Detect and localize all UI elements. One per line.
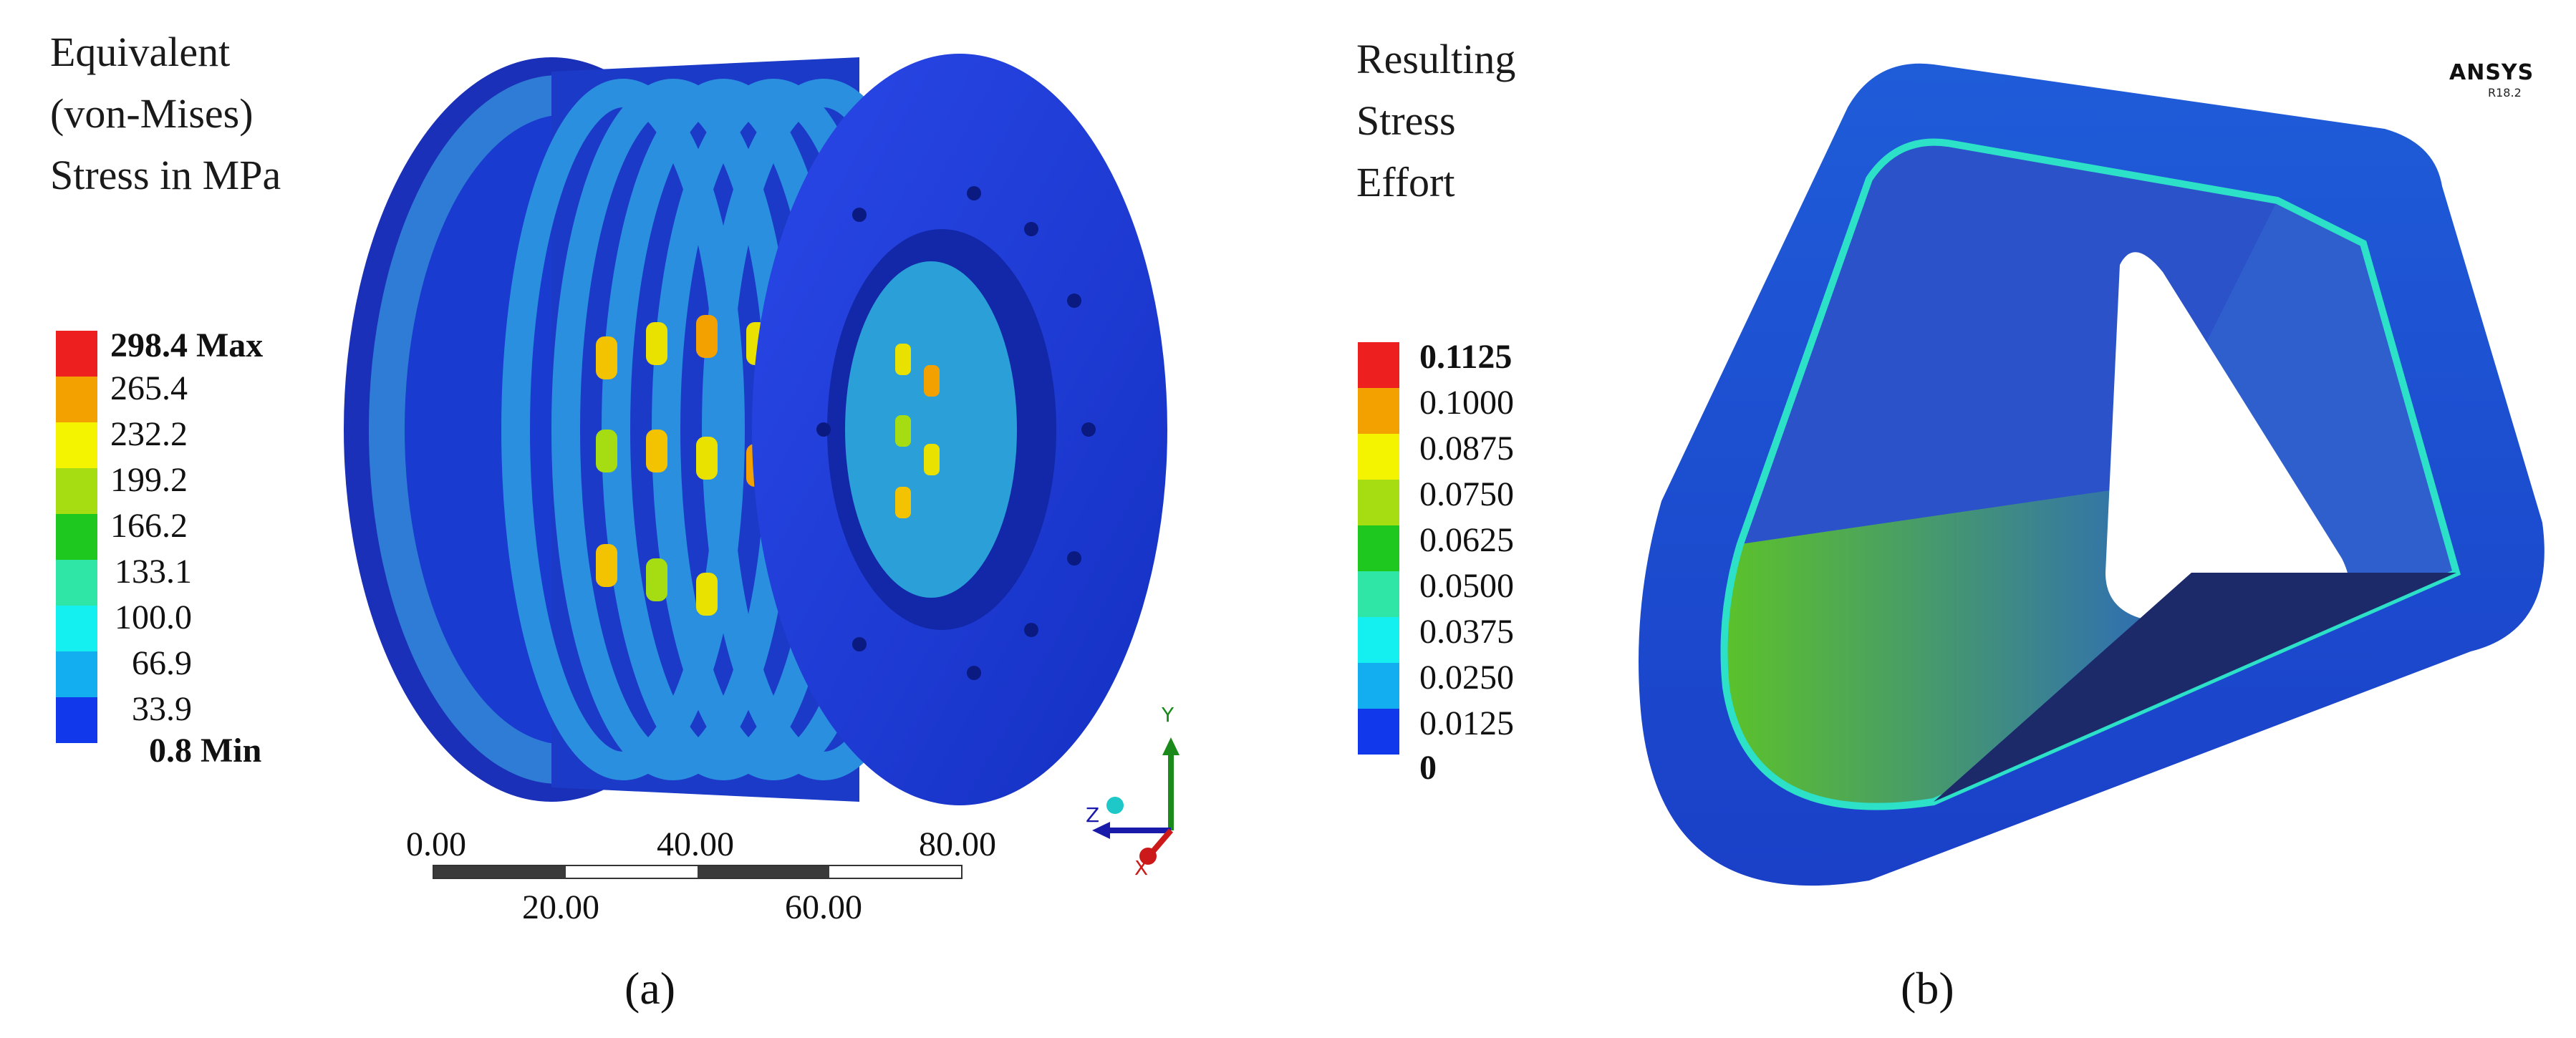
panel-b-legend-label: 0.0375 — [1419, 614, 1514, 650]
hotspot — [646, 322, 667, 365]
scale-label-bottom: 60.00 — [785, 888, 862, 927]
scale-bar-segment — [698, 866, 829, 878]
panel-b-legend-label-max: 0.1125 — [1419, 339, 1512, 375]
legend-swatch — [1358, 709, 1399, 755]
panel-a-title-line-3: Stress in MPa — [50, 145, 281, 206]
panel-b-legend-label-min: 0 — [1419, 750, 1437, 786]
legend-swatch — [56, 468, 97, 514]
panel-a-legend-label: 232.2 — [110, 417, 188, 452]
panel-b-fea-model — [1633, 57, 2564, 902]
panel-a-legend-title: Equivalent (von-Mises) Stress in MPa — [50, 21, 281, 206]
hotspot — [596, 336, 617, 379]
panel-a-legend-label: 133.1 — [115, 554, 192, 590]
panel-b-legend-label: 0.0500 — [1419, 568, 1514, 604]
panel-a-legend-label: 66.9 — [132, 646, 192, 682]
axis-label-z: Z — [1086, 803, 1099, 827]
legend-swatch — [1358, 663, 1399, 709]
bolt-hole — [1067, 551, 1081, 566]
legend-swatch — [56, 697, 97, 743]
hotspot — [596, 544, 617, 587]
scale-label-top: 0.00 — [406, 825, 466, 864]
panel-a-legend-label: 100.0 — [115, 600, 192, 636]
hotspot — [924, 444, 940, 475]
bolt-hole — [852, 637, 867, 651]
panel-b-legend-label: 0.0250 — [1419, 660, 1514, 696]
hotspot — [924, 365, 940, 397]
hotspot — [696, 315, 718, 358]
panel-a-legend-label: 265.4 — [110, 371, 188, 407]
legend-swatch — [1358, 617, 1399, 663]
legend-swatch — [56, 422, 97, 468]
panel-a-legend-label-max: 298.4 Max — [110, 328, 263, 364]
hotspot — [895, 415, 911, 447]
legend-swatch — [1358, 342, 1399, 388]
scale-bar-segment — [434, 866, 566, 878]
panel-a-legend-label: 199.2 — [110, 462, 188, 498]
panel-a-title-line-1: Equivalent — [50, 21, 281, 83]
panel-b-legend-label: 0.0750 — [1419, 477, 1514, 513]
bolt-hole — [852, 208, 867, 222]
panel-b-legend-label: 0.0625 — [1419, 523, 1514, 558]
panel-b-legend-label: 0.0125 — [1419, 706, 1514, 742]
hotspot — [646, 558, 667, 601]
panel-a-title-line-2: (von-Mises) — [50, 83, 281, 145]
panel-a-fea-model — [344, 29, 1167, 830]
scale-label-bottom: 20.00 — [522, 888, 599, 927]
legend-swatch — [56, 560, 97, 606]
panel-a-caption: (a) — [624, 962, 675, 1015]
legend-swatch — [56, 514, 97, 560]
bolt-hole — [1081, 422, 1096, 437]
panel-b-color-legend: 0.1125 0.1000 0.0875 0.0750 0.0625 0.050… — [1358, 342, 1616, 786]
panel-b-title-line-1: Resulting — [1356, 29, 1515, 90]
hotspot — [646, 430, 667, 472]
panel-a-legend-label: 33.9 — [132, 692, 192, 727]
panel-b-legend-label: 0.1000 — [1419, 385, 1514, 421]
panel-b-title-line-2: Stress — [1356, 90, 1515, 152]
panel-b-legend-label: 0.0875 — [1419, 431, 1514, 467]
bolt-hole — [816, 422, 831, 437]
axis-label-y: Y — [1162, 703, 1174, 727]
bolt-hole — [1024, 222, 1038, 236]
hotspot — [696, 437, 718, 480]
panel-b-caption: (b) — [1901, 962, 1954, 1015]
legend-swatch — [56, 377, 97, 422]
legend-swatch — [1358, 571, 1399, 617]
panel-b-legend-title: Resulting Stress Effort — [1356, 29, 1515, 213]
axis-label-x: X — [1134, 856, 1148, 880]
hotspot — [696, 573, 718, 616]
legend-swatch — [1358, 480, 1399, 525]
panel-a-legend-label: 166.2 — [110, 508, 188, 544]
legend-swatch — [56, 606, 97, 651]
legend-swatch — [56, 331, 97, 377]
scale-label-top: 80.00 — [919, 825, 996, 864]
panel-a-legend-label-min: 0.8 Min — [149, 733, 261, 769]
legend-swatch — [1358, 525, 1399, 571]
bolt-hole — [1067, 294, 1081, 308]
panel-a-color-legend: 298.4 Max 265.4 232.2 199.2 166.2 133.1 … — [56, 331, 314, 775]
legend-swatch — [1358, 388, 1399, 434]
bolt-hole — [967, 186, 981, 200]
bolt-hole — [1024, 623, 1038, 637]
bolt-hole — [967, 666, 981, 680]
hotspot — [895, 487, 911, 518]
hotspot — [895, 344, 911, 375]
scale-bar — [433, 865, 963, 879]
legend-swatch — [56, 651, 97, 697]
hotspot — [596, 430, 617, 472]
scale-label-top: 40.00 — [657, 825, 734, 864]
right-flange-bore — [845, 261, 1017, 598]
panel-b-title-line-3: Effort — [1356, 152, 1515, 213]
legend-swatch — [1358, 434, 1399, 480]
